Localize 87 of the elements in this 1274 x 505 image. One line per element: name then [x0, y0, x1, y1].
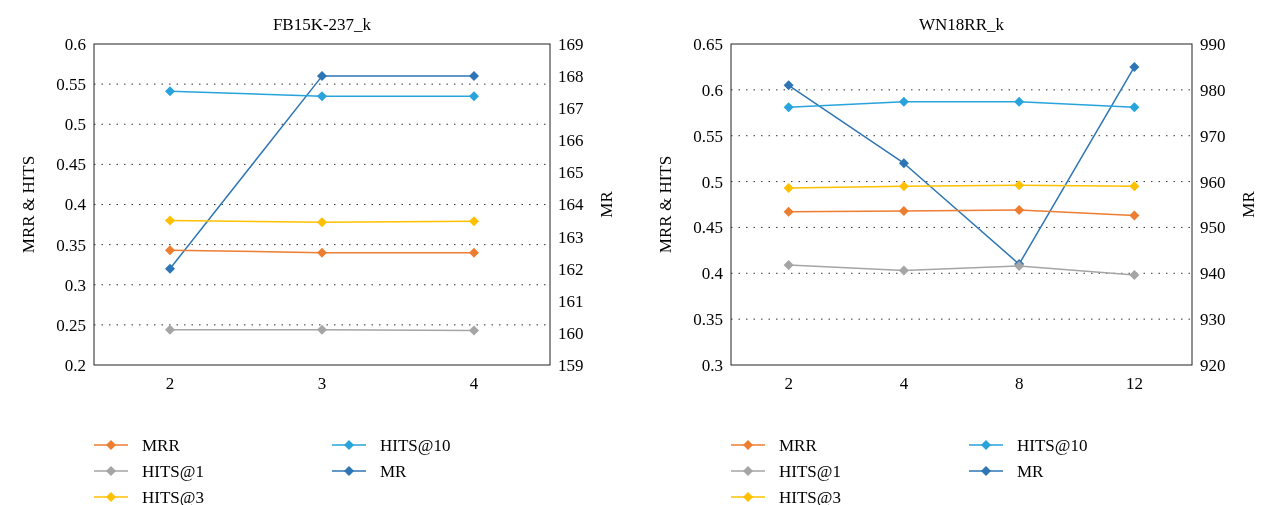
- y2-tick-label: 168: [558, 67, 584, 87]
- y-tick-label: 0.4: [64, 195, 87, 215]
- y2-tick-label: 920: [1200, 355, 1226, 375]
- point: [1129, 210, 1140, 221]
- point: [783, 182, 794, 193]
- y-tick-label: 0.65: [693, 34, 723, 54]
- point: [1129, 270, 1140, 281]
- y2-tick-label: 980: [1200, 80, 1226, 100]
- y-axis-title: MRR & HITS: [19, 155, 38, 254]
- point: [165, 324, 175, 335]
- point: [1014, 205, 1025, 215]
- y2-axis-title: MR: [597, 190, 616, 218]
- point: [165, 215, 175, 226]
- legend-label: MR: [1017, 461, 1045, 481]
- y-tick-label: 0.35: [56, 235, 86, 255]
- x-tick-label: 8: [1014, 374, 1024, 393]
- y2-tick-label: 960: [1200, 172, 1226, 192]
- point: [1129, 61, 1140, 72]
- y-tick-label: 0.6: [64, 34, 86, 54]
- y2-tick-label: 165: [558, 163, 584, 183]
- y2-tick-label: 163: [558, 227, 584, 247]
- y-tick-label: 0.6: [701, 80, 723, 100]
- legend-label: HITS@1: [142, 461, 204, 481]
- x-tick-label: 2: [784, 374, 793, 393]
- point: [317, 217, 327, 228]
- point: [898, 96, 909, 107]
- x-tick-label: 4: [899, 374, 909, 393]
- y2-tick-label: 990: [1200, 34, 1226, 54]
- point: [469, 216, 479, 227]
- y2-tick-label: 164: [558, 195, 584, 215]
- y-tick-label: 0.25: [56, 315, 86, 335]
- y-axis-title: MRR & HITS: [656, 155, 675, 254]
- legend-label: HITS@10: [380, 435, 451, 455]
- point: [1129, 181, 1140, 192]
- y2-tick-label: 169: [558, 34, 584, 54]
- y-tick-label: 0.3: [64, 275, 86, 295]
- point: [898, 181, 909, 192]
- y-tick-label: 0.35: [693, 310, 723, 330]
- y-tick-label: 0.3: [701, 355, 723, 375]
- y2-tick-label: 167: [558, 99, 584, 119]
- point: [1129, 102, 1140, 113]
- x-tick-label: 3: [317, 374, 327, 393]
- point: [898, 158, 909, 169]
- point: [1014, 96, 1025, 107]
- chart-title: WN18RR_k: [919, 15, 1005, 34]
- y2-tick-label: 162: [558, 259, 584, 279]
- point: [1014, 180, 1025, 191]
- y-tick-label: 0.4: [701, 264, 724, 284]
- x-tick-label: 4: [469, 374, 479, 393]
- point: [898, 265, 909, 276]
- y2-tick-label: 940: [1200, 264, 1226, 284]
- chart-title: FB15K-237_k: [272, 15, 372, 34]
- point: [469, 247, 479, 258]
- point: [783, 102, 794, 113]
- point: [165, 245, 175, 256]
- legend-label: MR: [380, 461, 408, 481]
- point: [469, 91, 479, 102]
- legend-label: MRR: [779, 435, 818, 455]
- point: [317, 324, 327, 335]
- y-tick-label: 0.5: [64, 115, 86, 135]
- y2-tick-label: 161: [558, 291, 584, 311]
- legend-label: MRR: [142, 435, 181, 455]
- y-tick-label: 0.45: [693, 218, 723, 238]
- point: [469, 325, 479, 336]
- y-tick-label: 0.5: [701, 172, 723, 192]
- point: [783, 80, 794, 91]
- y2-axis-title: MR: [1239, 190, 1258, 218]
- point: [898, 205, 909, 216]
- y-tick-label: 0.55: [56, 75, 86, 95]
- legend-label: HITS@10: [1017, 435, 1088, 455]
- y2-tick-label: 160: [558, 323, 584, 343]
- point: [317, 247, 327, 258]
- y-tick-label: 0.55: [693, 126, 723, 146]
- point: [783, 206, 794, 217]
- y2-tick-label: 970: [1200, 126, 1226, 146]
- y-tick-label: 0.45: [56, 155, 86, 175]
- y-tick-label: 0.2: [64, 355, 86, 375]
- y2-tick-label: 159: [558, 355, 584, 375]
- point: [165, 86, 175, 97]
- y2-tick-label: 950: [1200, 218, 1226, 238]
- x-tick-label: 12: [1125, 374, 1143, 393]
- y2-tick-label: 166: [558, 131, 584, 151]
- point: [317, 91, 327, 102]
- x-tick-label: 2: [165, 374, 175, 393]
- y2-tick-label: 930: [1200, 310, 1226, 330]
- legend-label: HITS@1: [779, 461, 841, 481]
- point: [783, 260, 794, 271]
